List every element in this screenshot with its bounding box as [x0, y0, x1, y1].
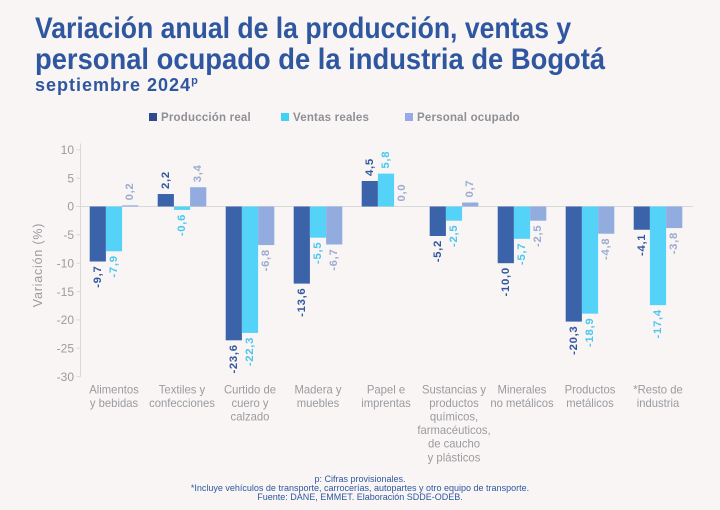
- svg-text:-5,2: -5,2: [432, 240, 444, 262]
- svg-text:muebles: muebles: [297, 396, 340, 410]
- svg-text:Textiles y: Textiles y: [159, 382, 205, 396]
- svg-text:farmacéuticos,: farmacéuticos,: [417, 423, 490, 437]
- svg-text:5: 5: [67, 171, 74, 185]
- svg-text:-22,3: -22,3: [244, 337, 256, 366]
- svg-text:-6,7: -6,7: [328, 249, 340, 271]
- svg-text:confecciones: confecciones: [149, 396, 215, 410]
- svg-text:-30: -30: [57, 370, 75, 384]
- svg-text:0: 0: [67, 200, 74, 214]
- svg-text:*Resto de: *Resto de: [633, 382, 683, 396]
- svg-text:químicos,: químicos,: [430, 410, 478, 424]
- svg-text:imprentas: imprentas: [361, 396, 411, 410]
- svg-text:-2,5: -2,5: [448, 225, 460, 247]
- svg-text:-7,9: -7,9: [108, 255, 120, 277]
- svg-text:Papel e: Papel e: [367, 382, 406, 396]
- svg-text:calzado: calzado: [231, 410, 270, 424]
- svg-text:-2,5: -2,5: [532, 225, 544, 247]
- svg-text:-9,7: -9,7: [92, 266, 104, 288]
- svg-text:-3,8: -3,8: [668, 232, 680, 254]
- svg-text:industria: industria: [637, 396, 680, 410]
- svg-text:-23,6: -23,6: [228, 344, 240, 373]
- svg-text:Minerales: Minerales: [498, 382, 547, 396]
- svg-text:-10,0: -10,0: [500, 267, 512, 296]
- svg-text:-5: -5: [63, 228, 74, 242]
- svg-text:2,2: 2,2: [160, 171, 172, 189]
- svg-text:-5,7: -5,7: [516, 243, 528, 265]
- svg-text:cuero y: cuero y: [232, 396, 269, 410]
- svg-text:-5,5: -5,5: [312, 242, 324, 264]
- svg-text:Variación (%): Variación (%): [31, 223, 45, 308]
- svg-text:Curtido de: Curtido de: [224, 382, 276, 396]
- svg-text:de caucho: de caucho: [428, 437, 480, 451]
- svg-text:-4,8: -4,8: [600, 238, 612, 260]
- svg-text:0,7: 0,7: [464, 180, 476, 198]
- svg-text:productos: productos: [429, 396, 479, 410]
- svg-text:metálicos: metálicos: [566, 396, 614, 410]
- svg-text:-4,1: -4,1: [636, 234, 648, 256]
- svg-text:-20: -20: [57, 313, 75, 327]
- svg-text:0,0: 0,0: [396, 184, 408, 202]
- svg-text:-0,6: -0,6: [176, 214, 188, 236]
- svg-text:-6,8: -6,8: [260, 249, 272, 271]
- svg-text:-13,6: -13,6: [296, 288, 308, 317]
- svg-text:Madera y: Madera y: [295, 382, 342, 396]
- svg-text:10: 10: [61, 143, 75, 157]
- svg-text:no metálicos: no metálicos: [490, 396, 553, 410]
- svg-text:y plásticos: y plásticos: [428, 450, 481, 464]
- svg-text:Alimentos: Alimentos: [89, 382, 139, 396]
- svg-text:Sustancias y: Sustancias y: [422, 382, 486, 396]
- svg-text:-15: -15: [57, 285, 75, 299]
- svg-text:y bebidas: y bebidas: [90, 396, 138, 410]
- svg-text:-17,4: -17,4: [652, 309, 664, 338]
- svg-text:5,8: 5,8: [380, 151, 392, 169]
- svg-text:-18,9: -18,9: [584, 318, 596, 347]
- svg-text:4,5: 4,5: [364, 158, 376, 176]
- svg-text:0,2: 0,2: [124, 183, 136, 201]
- svg-text:3,4: 3,4: [192, 164, 204, 182]
- svg-text:-25: -25: [57, 341, 75, 355]
- svg-text:Productos: Productos: [565, 382, 616, 396]
- svg-text:-20,3: -20,3: [568, 326, 580, 355]
- svg-text:-10: -10: [57, 256, 75, 270]
